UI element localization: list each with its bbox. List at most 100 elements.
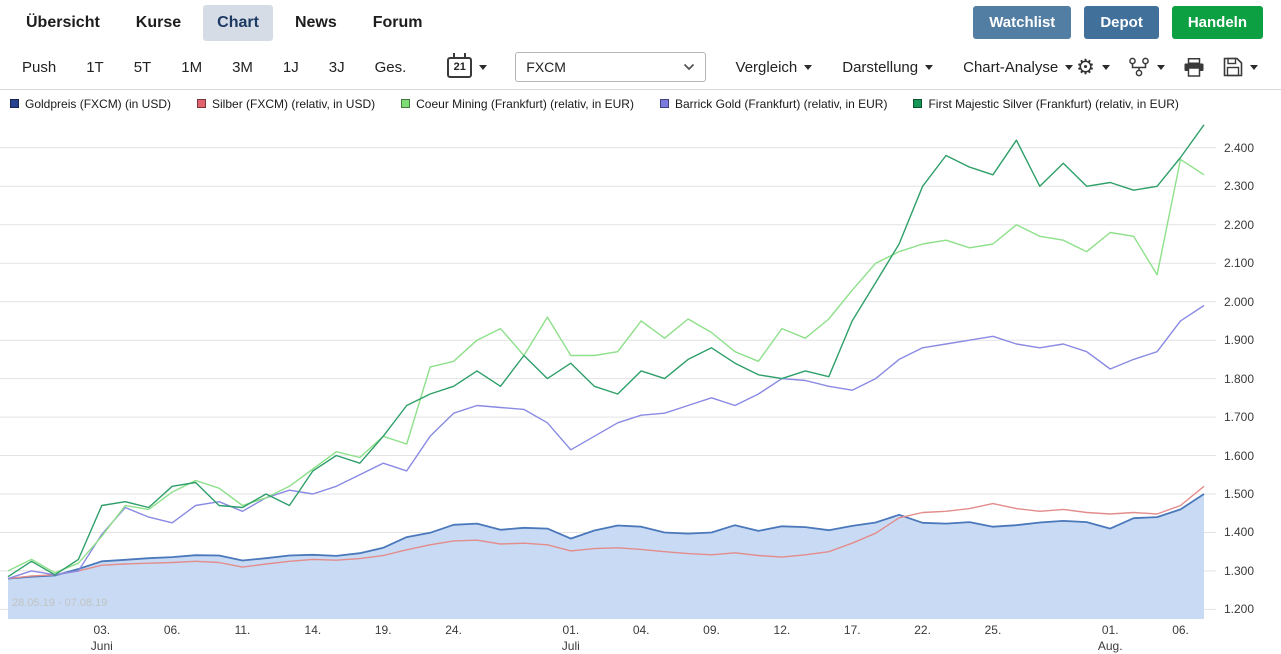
indicators-button[interactable] — [1125, 55, 1168, 79]
nav-tabs: Übersicht Kurse Chart News Forum — [12, 4, 437, 41]
series-line-first-majestic-silver — [7, 124, 1205, 578]
x-axis-label: 06. — [163, 623, 181, 637]
legend-label: Silber (FXCM) (relativ, in USD) — [212, 96, 376, 111]
x-axis-label: 25. — [984, 623, 1002, 637]
y-axis-label: 2.400 — [1224, 140, 1255, 155]
y-axis-label: 1.700 — [1224, 410, 1255, 425]
series-area-goldpreis — [8, 494, 1204, 619]
handeln-button[interactable]: Handeln — [1171, 6, 1263, 39]
y-axis-label: 1.400 — [1224, 525, 1255, 540]
series-line-barrick-gold — [7, 304, 1205, 580]
legend-label: Goldpreis (FXCM) (in USD) — [25, 96, 172, 111]
x-axis-label: 01. Aug. — [1097, 623, 1123, 653]
tab-news[interactable]: News — [294, 13, 337, 31]
y-axis-label: 1.500 — [1224, 487, 1255, 501]
tab-chart[interactable]: Chart — [203, 4, 273, 41]
x-axis-label: 12. — [773, 623, 791, 637]
x-axis-label: 22. — [914, 623, 931, 637]
toolbar-icon-group: ⚙ — [1073, 55, 1265, 80]
chevron-down-icon — [479, 64, 488, 70]
legend-item-silber[interactable]: Silber (FXCM) (relativ, in USD) — [197, 97, 375, 111]
chevron-down-icon — [1102, 64, 1110, 70]
legend-swatch — [401, 99, 411, 108]
chart-analyse-menu[interactable]: Chart-Analyse — [963, 58, 1074, 76]
darstellung-menu[interactable]: Darstellung — [842, 58, 934, 76]
date-range-watermark: 28.05.19 - 07.08.19 — [12, 597, 108, 609]
exchange-select-value: FXCM — [526, 59, 566, 75]
tab-kurse[interactable]: Kurse — [135, 13, 182, 31]
x-axis-label: 11. — [234, 623, 251, 637]
gear-icon: ⚙ — [1076, 55, 1095, 79]
price-chart-canvas[interactable] — [0, 119, 1216, 619]
settings-button[interactable]: ⚙ — [1073, 55, 1113, 80]
chevron-down-icon — [1157, 64, 1165, 70]
y-axis-label: 1.900 — [1224, 333, 1255, 348]
y-axis-label: 1.300 — [1224, 563, 1255, 578]
x-axis-label: 17. — [843, 623, 861, 637]
chevron-down-icon — [925, 64, 934, 70]
nodes-icon — [1129, 57, 1149, 77]
y-axis-label: 2.300 — [1224, 179, 1255, 194]
period-1j[interactable]: 1J — [282, 58, 299, 76]
y-axis-label: 1.200 — [1224, 602, 1255, 617]
chevron-down-icon — [1250, 64, 1258, 70]
period-5t[interactable]: 5T — [133, 58, 152, 76]
vergleich-menu[interactable]: Vergleich — [736, 59, 813, 76]
x-axis-label: 06. — [1172, 623, 1189, 637]
depot-button[interactable]: Depot — [1084, 6, 1159, 39]
chart-area: 2.400 2.300 2.200 2.100 2.000 1.900 1.800 1.700… — [0, 117, 1281, 653]
chevron-down-icon — [1065, 64, 1074, 70]
printer-icon — [1184, 57, 1204, 77]
exchange-select[interactable]: FXCM — [515, 52, 706, 82]
x-axis-label: 03. Juni — [90, 623, 113, 653]
period-1m[interactable]: 1M — [181, 58, 203, 76]
y-axis-label: 2.200 — [1224, 217, 1255, 232]
chart-toolbar: Push 1T 5T 1M 3M 1J 3J Ges. 21 FXCM Verg… — [0, 45, 1281, 90]
legend-label: Coeur Mining (Frankfurt) (relativ, in EU… — [416, 96, 634, 111]
legend-swatch — [913, 99, 923, 108]
x-axis-label: 14. — [304, 623, 322, 637]
tab-uebersicht[interactable]: Übersicht — [26, 13, 100, 31]
vergleich-menu-label: Vergleich — [735, 58, 798, 76]
series-line-goldpreis — [7, 493, 1205, 580]
legend-label: Barrick Gold (Frankfurt) (relativ, in EU… — [674, 96, 888, 111]
darstellung-menu-label: Darstellung — [842, 58, 919, 76]
legend-swatch — [10, 99, 19, 108]
legend-item-first-majestic-silver[interactable]: First Majestic Silver (Frankfurt) (relat… — [913, 96, 1179, 111]
calendar-icon: 21 — [447, 52, 473, 78]
x-axis-label: 04. — [632, 623, 650, 637]
legend-item-goldpreis[interactable]: Goldpreis (FXCM) (in USD) — [10, 97, 171, 111]
series-line-coeur-mining — [7, 158, 1205, 574]
top-navigation: Übersicht Kurse Chart News Forum Watchli… — [0, 0, 1281, 45]
period-1t[interactable]: 1T — [86, 58, 104, 76]
date-range-picker[interactable]: 21 — [447, 52, 488, 78]
legend-swatch — [659, 99, 669, 108]
chart-legend: Goldpreis (FXCM) (in USD) Silber (FXCM) … — [0, 90, 1281, 117]
period-push[interactable]: Push — [22, 58, 57, 76]
watchlist-button[interactable]: Watchlist — [973, 6, 1072, 39]
legend-item-barrick-gold[interactable]: Barrick Gold (Frankfurt) (relativ, in EU… — [659, 96, 888, 111]
x-axis-label: 01. Juli — [561, 623, 580, 653]
floppy-disk-icon — [1223, 57, 1243, 77]
legend-label: First Majestic Silver (Frankfurt) (relat… — [928, 96, 1179, 111]
tab-forum[interactable]: Forum — [372, 13, 423, 31]
x-axis-label: 24. — [445, 623, 462, 637]
y-axis-label: 1.600 — [1224, 448, 1255, 463]
legend-item-coeur-mining[interactable]: Coeur Mining (Frankfurt) (relativ, in EU… — [401, 97, 634, 111]
legend-swatch — [197, 99, 207, 108]
print-button[interactable] — [1180, 56, 1208, 79]
period-3m[interactable]: 3M — [232, 58, 253, 76]
chevron-down-icon — [683, 63, 694, 71]
x-axis-label: 09. — [703, 623, 720, 637]
period-gesamt[interactable]: Ges. — [374, 58, 407, 76]
y-axis-label: 1.800 — [1224, 371, 1255, 386]
period-3j[interactable]: 3J — [328, 58, 345, 76]
chevron-down-icon — [804, 64, 813, 70]
y-axis-label: 2.100 — [1224, 256, 1255, 271]
nav-actions: Watchlist Depot Handeln — [973, 6, 1269, 39]
y-axis-label: 2.000 — [1224, 294, 1255, 309]
save-button[interactable] — [1220, 55, 1261, 79]
chart-analyse-menu-label: Chart-Analyse — [963, 58, 1059, 76]
x-axis-label: 19. — [374, 623, 392, 637]
series-line-silber — [7, 485, 1205, 580]
